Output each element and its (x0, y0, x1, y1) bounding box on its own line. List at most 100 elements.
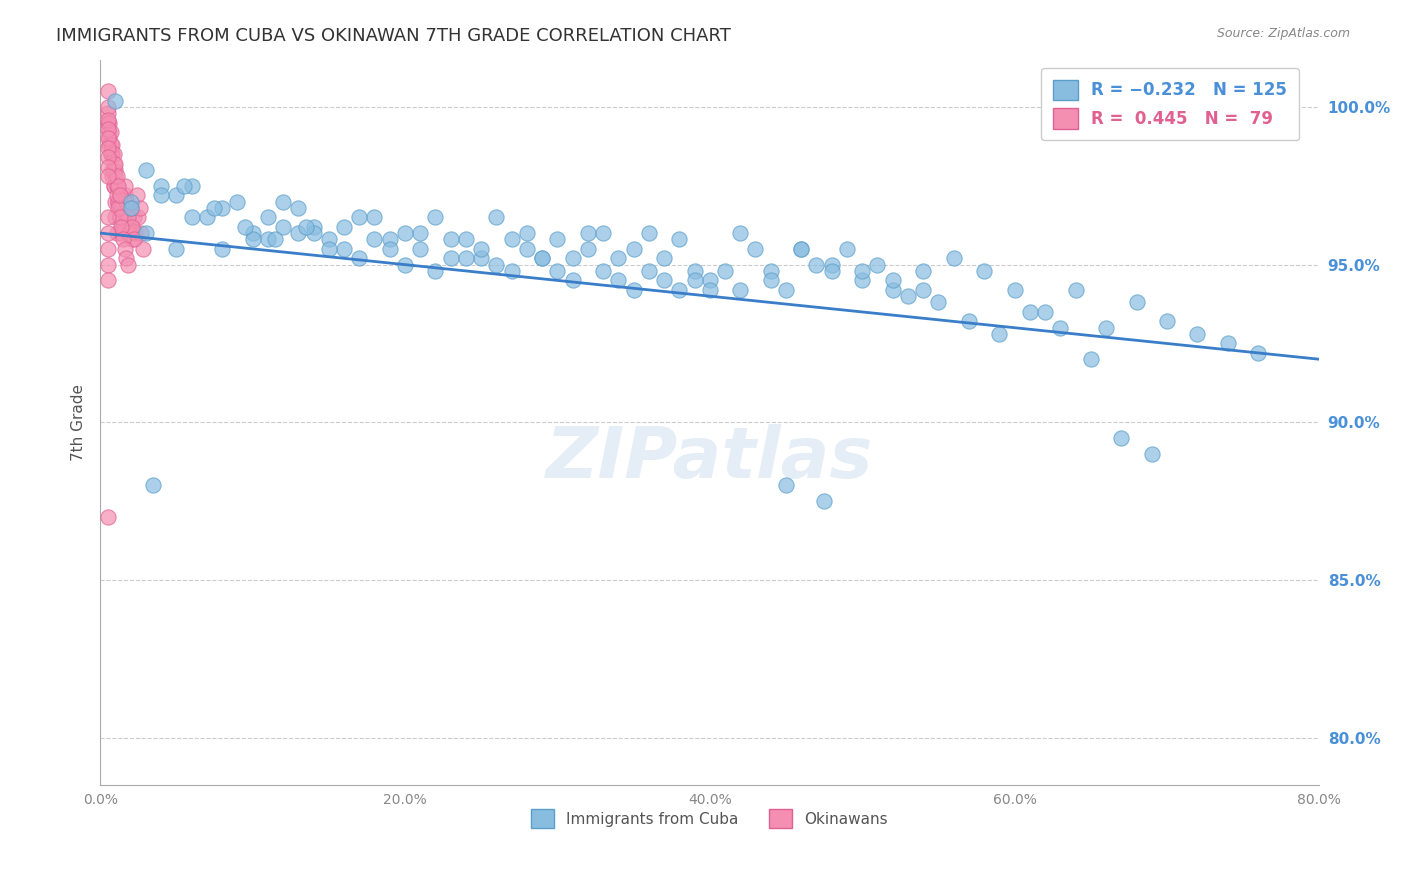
Point (118, 226, 141, 240)
Point (668, 232, 690, 246)
Point (1049, 320, 1071, 334)
Point (98, 125, 121, 139)
Point (104, 211, 127, 225)
Point (1080, 352, 1102, 367)
Point (882, 273, 904, 287)
Point (128, 201, 150, 215)
Point (150, 178, 173, 193)
Point (470, 252, 492, 266)
Point (120, 219, 142, 234)
Point (104, 94, 127, 108)
Point (912, 264, 935, 278)
Point (1064, 283, 1087, 297)
Point (98, 137, 121, 152)
Point (394, 258, 416, 272)
Point (287, 226, 309, 240)
Point (607, 252, 630, 266)
Point (111, 201, 134, 215)
Point (790, 242, 813, 256)
Point (233, 219, 256, 234)
Point (97, 122, 120, 136)
Point (115, 194, 138, 209)
Point (111, 232, 134, 246)
Point (121, 232, 143, 246)
Point (637, 264, 659, 278)
Point (135, 163, 157, 178)
Point (440, 252, 463, 266)
Point (378, 242, 401, 256)
Point (668, 283, 690, 297)
Point (882, 283, 904, 297)
Point (561, 252, 583, 266)
Point (927, 295, 949, 310)
Point (114, 178, 136, 193)
Point (973, 264, 995, 278)
Point (104, 163, 127, 178)
Point (101, 147, 124, 161)
Point (173, 178, 195, 193)
Point (470, 242, 492, 256)
Point (1187, 326, 1209, 341)
Point (1018, 305, 1040, 319)
Point (103, 147, 125, 161)
Point (97, 242, 120, 256)
Point (501, 264, 523, 278)
Point (1140, 447, 1163, 461)
Point (129, 226, 152, 240)
Point (135, 226, 157, 240)
Point (107, 194, 129, 209)
Point (97, 112, 120, 127)
Point (97, 510, 120, 524)
Point (165, 242, 187, 256)
Point (115, 252, 138, 266)
Point (115, 211, 138, 225)
Point (105, 169, 128, 184)
Point (117, 226, 139, 240)
Point (394, 226, 416, 240)
Point (104, 157, 127, 171)
Point (101, 137, 124, 152)
Point (775, 283, 797, 297)
Point (409, 242, 432, 256)
Point (363, 211, 385, 225)
Point (866, 258, 889, 272)
Text: IMMIGRANTS FROM CUBA VS OKINAWAN 7TH GRADE CORRELATION CHART: IMMIGRANTS FROM CUBA VS OKINAWAN 7TH GRA… (56, 27, 731, 45)
Point (142, 478, 165, 492)
Point (120, 201, 142, 215)
Point (637, 226, 659, 240)
Point (180, 211, 202, 225)
Point (97, 84, 120, 98)
Point (105, 188, 128, 202)
Point (97, 150, 120, 164)
Point (347, 211, 370, 225)
Point (576, 242, 599, 256)
Point (378, 232, 401, 246)
Point (107, 201, 129, 215)
Point (821, 264, 844, 278)
Point (1109, 431, 1132, 445)
Point (988, 326, 1011, 341)
Point (516, 226, 538, 240)
Text: Source: ZipAtlas.com: Source: ZipAtlas.com (1216, 27, 1350, 40)
Point (105, 178, 128, 193)
Point (652, 252, 675, 266)
Point (122, 211, 145, 225)
Point (576, 226, 599, 240)
Point (211, 201, 233, 215)
Point (264, 232, 287, 246)
Point (111, 219, 134, 234)
Point (97, 131, 120, 145)
Point (118, 201, 141, 215)
Point (122, 232, 145, 246)
Point (1125, 295, 1147, 310)
Point (592, 226, 614, 240)
Point (409, 226, 432, 240)
Point (98, 116, 121, 130)
Point (271, 194, 294, 209)
Point (501, 232, 523, 246)
Point (813, 494, 835, 508)
Point (1033, 305, 1056, 319)
Point (302, 226, 325, 240)
Point (1156, 314, 1178, 328)
Point (204, 201, 226, 215)
